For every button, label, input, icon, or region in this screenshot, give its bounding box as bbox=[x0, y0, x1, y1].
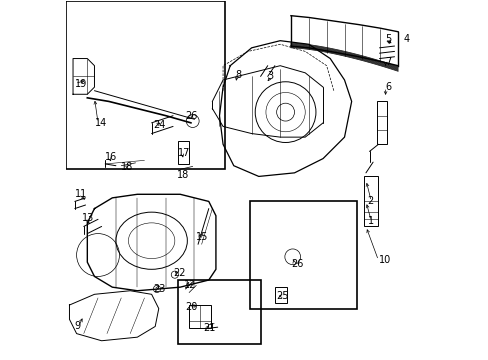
Bar bbox=[178, 280, 260, 344]
Text: 7: 7 bbox=[385, 57, 391, 67]
Text: 20: 20 bbox=[185, 302, 198, 312]
Text: 4: 4 bbox=[403, 34, 409, 44]
Text: 10: 10 bbox=[378, 255, 390, 265]
Text: 17: 17 bbox=[178, 148, 190, 158]
Text: 25: 25 bbox=[276, 291, 288, 301]
Text: 26: 26 bbox=[290, 259, 303, 269]
Text: 3: 3 bbox=[267, 71, 273, 81]
Bar bbox=[274, 287, 287, 303]
Text: 23: 23 bbox=[153, 284, 165, 294]
Text: 9: 9 bbox=[75, 321, 81, 332]
Text: 13: 13 bbox=[82, 212, 94, 222]
Text: 21: 21 bbox=[203, 323, 215, 333]
Text: 24: 24 bbox=[153, 120, 165, 130]
Text: 8: 8 bbox=[235, 69, 241, 80]
Bar bbox=[189, 305, 210, 328]
Text: 6: 6 bbox=[385, 82, 391, 92]
Text: 18: 18 bbox=[176, 170, 188, 180]
Text: 18: 18 bbox=[121, 162, 133, 172]
Text: 15: 15 bbox=[196, 232, 208, 242]
Text: 5: 5 bbox=[385, 34, 391, 44]
Bar bbox=[364, 176, 378, 226]
Text: 11: 11 bbox=[75, 189, 87, 199]
Text: 14: 14 bbox=[94, 118, 106, 128]
Text: 2: 2 bbox=[367, 197, 373, 206]
Bar bbox=[66, 1, 224, 169]
Text: 1: 1 bbox=[367, 216, 373, 226]
Bar bbox=[376, 102, 386, 144]
Bar bbox=[178, 141, 189, 164]
Text: 22: 22 bbox=[173, 268, 185, 278]
Bar bbox=[249, 202, 356, 309]
Text: 12: 12 bbox=[183, 280, 196, 291]
Text: 16: 16 bbox=[105, 152, 117, 162]
Text: 19: 19 bbox=[75, 78, 87, 89]
Text: 26: 26 bbox=[185, 111, 198, 121]
